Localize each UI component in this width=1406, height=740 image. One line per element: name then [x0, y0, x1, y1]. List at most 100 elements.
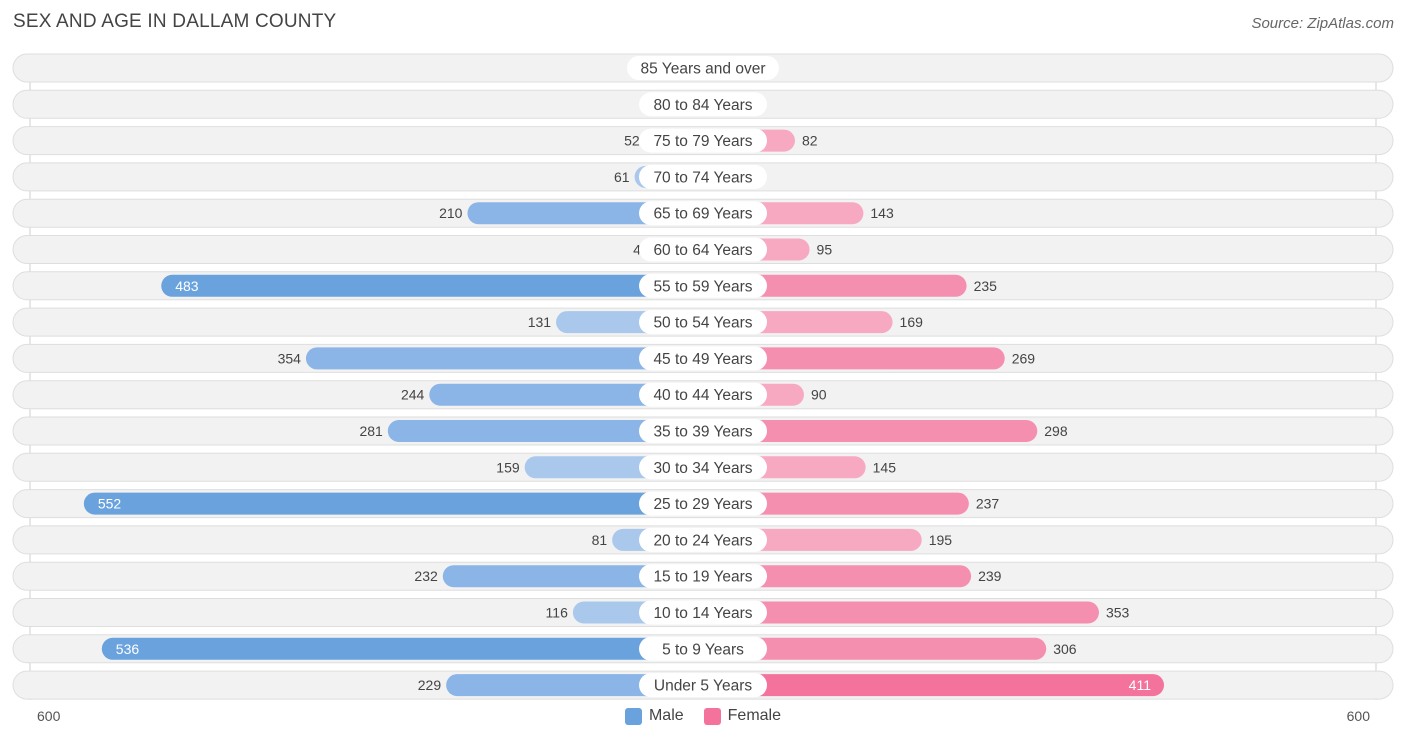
category-label: 25 to 29 Years	[653, 496, 752, 513]
value-label-male: 232	[414, 568, 438, 584]
legend-swatch-female	[703, 707, 721, 725]
value-label-female: 143	[870, 205, 894, 221]
bar-female	[703, 274, 967, 297]
category-label: 60 to 64 Years	[653, 242, 752, 259]
category-label: 80 to 84 Years	[653, 97, 752, 114]
category-label: 20 to 24 Years	[653, 532, 752, 549]
bar-male	[101, 637, 703, 660]
row-12: 552 237 25 to 29 Years	[12, 489, 1394, 519]
value-label-male: 536	[116, 641, 140, 657]
bar-female	[703, 601, 1099, 624]
row-10: 281 298 35 to 39 Years	[12, 416, 1394, 446]
legend-swatch-male	[624, 707, 642, 725]
value-label-male: 483	[175, 278, 199, 294]
category-label: Under 5 Years	[654, 678, 752, 695]
value-label-female: 90	[811, 387, 827, 403]
category-label: 35 to 39 Years	[653, 424, 752, 441]
category-label-bg	[627, 56, 779, 80]
row-6: 483 235 55 to 59 Years	[12, 271, 1394, 301]
category-label: 45 to 49 Years	[653, 351, 752, 368]
category-label: 10 to 14 Years	[653, 605, 752, 622]
row-16: 536 306 5 to 9 Years	[12, 634, 1394, 664]
category-label-bg	[639, 164, 767, 189]
row-7: 131 169 50 to 54 Years	[12, 307, 1394, 337]
category-label: 30 to 34 Years	[653, 460, 752, 477]
row-15: 116 353 10 to 14 Years	[12, 598, 1394, 627]
bar-male	[387, 420, 703, 442]
value-label-male: 159	[496, 459, 520, 475]
row-11: 159 145 30 to 34 Years	[12, 452, 1394, 482]
value-label-female: 95	[817, 242, 833, 258]
row-0: 341085 Years and over	[12, 53, 1394, 83]
value-label-female: 237	[976, 496, 1000, 512]
row-17: 229 411 Under 5 Years	[12, 670, 1394, 700]
category-label-bg	[639, 673, 767, 698]
category-label-bg	[639, 382, 767, 407]
category-label-bg	[639, 491, 767, 516]
row-8: 354 269 45 to 49 Years	[12, 343, 1394, 373]
category-label-bg	[639, 527, 767, 552]
bar-male	[442, 565, 703, 588]
legend-label-male: Male	[648, 707, 684, 724]
bar-female	[703, 565, 972, 588]
value-label-female: 298	[1044, 423, 1068, 439]
legend-label-female: Female	[727, 707, 782, 724]
category-label-bg	[639, 237, 767, 262]
bar-male	[305, 347, 703, 370]
bar-female	[703, 492, 969, 515]
value-label-female: 145	[873, 459, 897, 475]
category-label-bg	[639, 419, 767, 443]
source-label: Source: ZipAtlas.com	[1251, 15, 1394, 32]
category-label: 40 to 44 Years	[653, 387, 752, 404]
legend-item-female: Female	[703, 707, 782, 725]
value-label-male: 281	[359, 423, 383, 439]
value-label-female: 235	[974, 278, 998, 294]
population-pyramid-chart: 341085 Years and over 373480 to 84 Years 5…	[12, 53, 1394, 700]
bar-male	[429, 383, 703, 406]
legend: Male Female	[0, 705, 1406, 727]
row-5: 449560 to 64 Years	[12, 235, 1394, 264]
value-label-male: 244	[401, 387, 425, 403]
value-label-female: 353	[1106, 605, 1130, 621]
row-4: 210 143 65 to 69 Years	[12, 198, 1394, 228]
value-label-male: 229	[418, 677, 442, 693]
category-label: 85 Years and over	[641, 61, 766, 78]
category-label-bg	[639, 128, 767, 153]
category-label: 75 to 79 Years	[653, 133, 752, 150]
value-label-female: 239	[978, 568, 1002, 584]
chart-title: SEX AND AGE IN DALLAM COUNTY	[13, 11, 337, 32]
value-label-male: 52	[624, 133, 640, 149]
bar-male	[83, 492, 704, 515]
category-label: 65 to 69 Years	[653, 206, 752, 223]
category-label-bg	[639, 346, 767, 371]
category-label-bg	[639, 636, 767, 661]
value-label-female: 82	[802, 133, 818, 149]
category-label-bg	[639, 92, 767, 117]
axis-tick-left: 600	[37, 708, 61, 724]
row-2: 52 82 75 to 79 Years	[12, 126, 1394, 156]
category-label-bg	[639, 310, 767, 335]
bar-female	[703, 637, 1047, 660]
row-1: 373480 to 84 Years	[12, 89, 1394, 119]
bar-female	[703, 347, 1005, 370]
category-label: 5 to 9 Years	[662, 641, 744, 658]
value-label-female: 306	[1053, 641, 1077, 657]
category-label-bg	[639, 455, 767, 480]
value-label-female: 269	[1012, 350, 1036, 366]
axis-tick-right: 600	[1346, 708, 1370, 724]
bar-female	[703, 674, 1165, 697]
row-14: 232 239 15 to 19 Years	[12, 561, 1394, 591]
value-label-male: 116	[546, 605, 569, 621]
value-label-male: 131	[528, 314, 552, 330]
category-label-bg	[639, 273, 767, 298]
value-label-male: 81	[592, 532, 608, 548]
category-label: 55 to 59 Years	[653, 278, 752, 295]
row-13: 81 195 20 to 24 Years	[12, 525, 1394, 555]
row-9: 244 90 40 to 44 Years	[12, 380, 1394, 410]
bar-female	[703, 420, 1038, 442]
category-label-bg	[639, 564, 767, 589]
category-label: 15 to 19 Years	[653, 569, 752, 586]
row-3: 611870 to 74 Years	[12, 162, 1394, 192]
value-label-male: 354	[278, 350, 302, 366]
value-label-male: 210	[439, 205, 463, 221]
